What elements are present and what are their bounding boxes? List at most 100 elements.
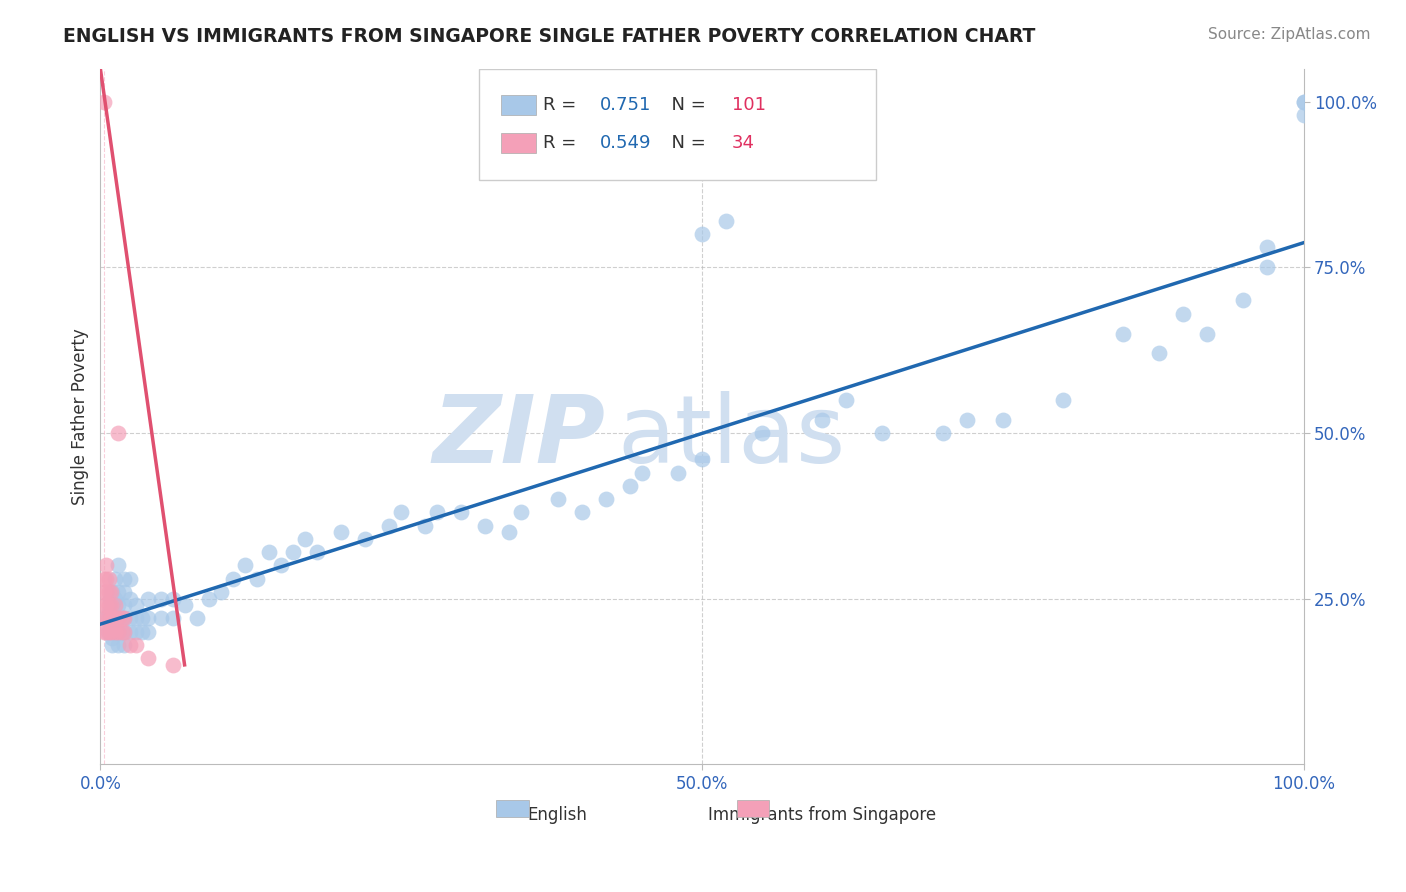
Point [96,585,118,599]
FancyBboxPatch shape [737,800,769,817]
Point [112,624,135,639]
Point [107,425,129,440]
Point [125,611,148,625]
Point [93,572,115,586]
Point [97,605,120,619]
Text: 0.751: 0.751 [600,95,651,113]
Point [104,611,127,625]
Text: R =: R = [543,134,588,152]
Text: 0.549: 0.549 [600,134,651,152]
Text: N =: N = [659,134,711,152]
Point [510,506,533,520]
Point [571,506,593,520]
Point [111,611,134,625]
Point [100,624,122,639]
Point [107,558,129,573]
Point [690,452,713,467]
Point [281,545,304,559]
Point [97,585,120,599]
Point [112,638,135,652]
Text: Immigrants from Singapore: Immigrants from Singapore [709,806,936,824]
Point [354,532,377,546]
Point [101,624,124,639]
Point [112,599,135,613]
Point [991,413,1014,427]
Point [131,611,153,625]
Point [835,392,858,407]
Point [330,525,353,540]
Point [96,611,118,625]
Point [162,611,184,625]
Point [547,492,569,507]
Y-axis label: Single Father Poverty: Single Father Poverty [72,328,89,505]
Point [120,611,142,625]
Point [270,558,292,573]
Point [811,413,834,427]
Point [162,591,184,606]
Point [1052,392,1074,407]
Point [1292,95,1315,109]
Point [666,466,689,480]
Point [138,611,160,625]
Point [1292,95,1315,109]
Point [595,492,617,507]
Point [97,624,120,639]
Point [107,599,129,613]
Point [104,599,127,613]
Point [104,624,127,639]
Text: 101: 101 [733,95,766,113]
Point [96,599,118,613]
FancyBboxPatch shape [496,800,529,817]
Point [111,624,134,639]
Point [131,624,153,639]
Point [97,624,120,639]
Point [101,599,124,613]
Point [956,413,979,427]
Point [138,591,160,606]
Point [162,657,184,672]
Point [100,618,122,632]
Text: atlas: atlas [617,392,846,483]
Point [112,624,135,639]
Point [1112,326,1135,341]
Text: N =: N = [659,95,711,113]
Point [98,591,121,606]
Point [93,599,115,613]
Point [112,585,135,599]
Point [222,572,245,586]
Point [931,425,953,440]
Text: 34: 34 [733,134,755,152]
Point [93,611,115,625]
Point [107,638,129,652]
Point [107,611,129,625]
Text: ENGLISH VS IMMIGRANTS FROM SINGAPORE SINGLE FATHER POVERTY CORRELATION CHART: ENGLISH VS IMMIGRANTS FROM SINGAPORE SIN… [63,27,1036,45]
Point [125,624,148,639]
FancyBboxPatch shape [501,133,536,153]
Point [474,518,496,533]
Point [690,227,713,242]
Point [1256,260,1278,275]
Point [125,638,148,652]
Point [96,611,118,625]
Point [186,611,208,625]
Point [1232,293,1254,308]
Point [107,624,129,639]
Point [101,611,124,625]
Point [498,525,520,540]
Point [1147,346,1170,360]
Text: Source: ZipAtlas.com: Source: ZipAtlas.com [1208,27,1371,42]
Point [125,599,148,613]
Point [138,651,160,665]
Point [138,624,160,639]
Point [97,599,120,613]
Point [93,624,115,639]
Point [101,585,124,599]
Point [246,572,269,586]
Point [97,572,120,586]
Point [107,585,129,599]
Point [619,479,641,493]
Point [1173,307,1195,321]
Point [714,214,737,228]
Point [173,599,195,613]
Point [100,599,122,613]
